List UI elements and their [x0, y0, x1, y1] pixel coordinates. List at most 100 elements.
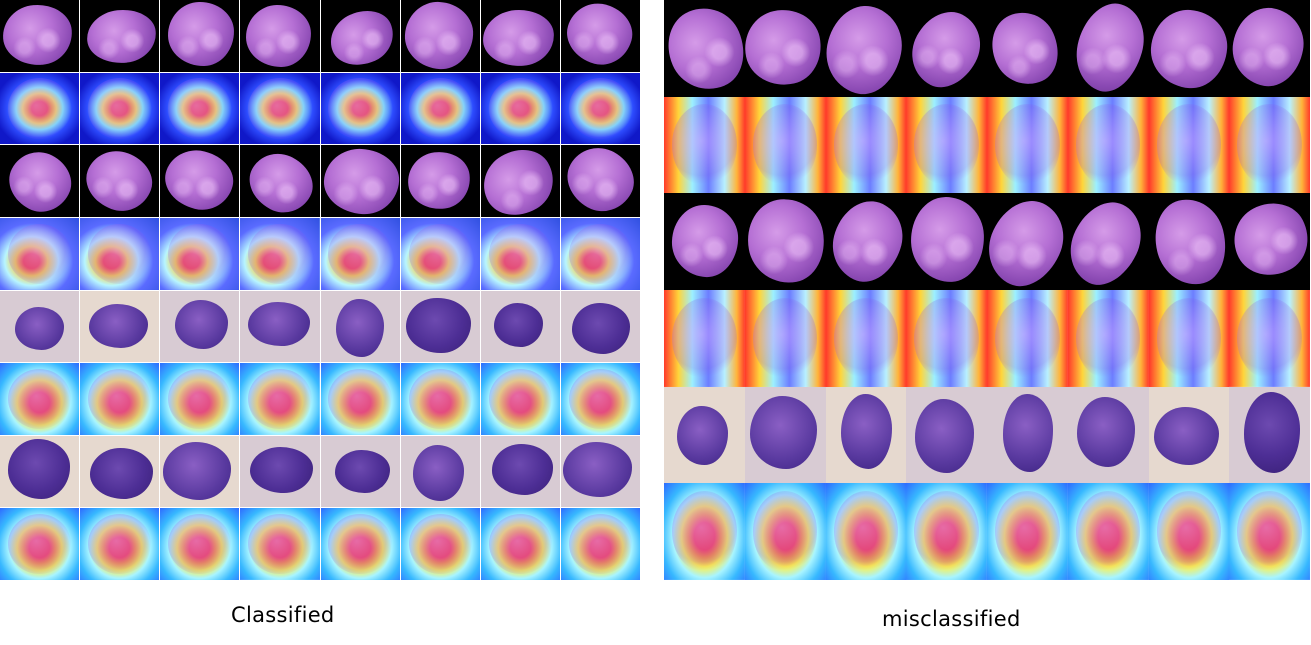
cell-shape — [1153, 406, 1220, 466]
cell-shape — [335, 449, 391, 494]
cell-overlay — [833, 491, 899, 573]
heatmap-tile — [664, 96, 745, 194]
cell-shape — [88, 304, 148, 349]
cell-image-tile — [160, 0, 240, 72]
heatmap-tile — [744, 289, 826, 387]
heatmap-tile — [320, 508, 400, 580]
stained-cell-tile — [240, 290, 320, 363]
heatmap-tile — [825, 289, 907, 387]
cell-image-tile — [80, 145, 160, 217]
cell-shape — [335, 298, 384, 357]
cell-shape — [915, 399, 975, 473]
cell-shape — [1002, 393, 1054, 472]
cell-shape — [480, 145, 560, 217]
cell-shape — [750, 395, 818, 469]
stained-cell-tile — [1229, 386, 1310, 484]
cell-shape — [677, 406, 728, 465]
stained-cell-tile — [80, 290, 160, 363]
cell-overlay — [568, 78, 633, 139]
heatmap-tile — [987, 96, 1068, 194]
heatmap-tile — [0, 217, 80, 290]
heatmap-tile — [560, 72, 640, 145]
heatmap-tile — [320, 217, 400, 290]
cell-image-tile — [1067, 0, 1149, 97]
cell-overlay — [568, 223, 633, 284]
stained-cell-tile — [400, 290, 480, 363]
cell-image-tile — [160, 145, 240, 217]
cell-overlay — [1237, 104, 1302, 186]
cell-overlay — [1237, 491, 1302, 573]
cell-shape — [987, 1, 1068, 95]
cell-image-tile — [906, 0, 987, 97]
cell-overlay — [328, 368, 392, 430]
cell-overlay — [1156, 297, 1222, 379]
heatmap-tile — [80, 217, 160, 290]
cell-shape — [1229, 193, 1310, 288]
cell-overlay — [168, 368, 232, 430]
cell-overlay — [7, 514, 72, 575]
cell-shape — [1067, 193, 1149, 290]
heatmap-tile — [400, 72, 480, 145]
cell-shape — [1243, 392, 1301, 473]
stained-cell-tile — [1148, 386, 1230, 484]
cell-shape — [89, 447, 153, 499]
cell-overlay — [408, 368, 472, 430]
cell-image-tile — [560, 0, 640, 72]
cell-image-tile — [0, 0, 80, 72]
stained-cell-tile — [400, 435, 480, 508]
cell-image-tile — [1229, 0, 1310, 97]
cell-overlay — [1237, 297, 1302, 379]
stained-cell-tile — [0, 435, 80, 508]
cell-image-tile — [825, 0, 907, 97]
stained-cell-tile — [1067, 386, 1149, 484]
stained-cell-tile — [664, 386, 745, 484]
stained-cell-tile — [744, 386, 826, 484]
heatmap-tile — [664, 483, 745, 580]
cell-image-tile — [744, 193, 826, 290]
cell-shape — [412, 444, 465, 501]
heatmap-tile — [906, 289, 987, 387]
heatmap-tile — [560, 217, 640, 290]
heatmap-tile — [320, 72, 400, 145]
cell-shape — [1148, 7, 1230, 91]
heatmap-tile — [560, 363, 640, 435]
stained-cell-tile — [320, 435, 400, 508]
cell-image-tile — [400, 0, 480, 72]
cell-image-tile — [320, 145, 400, 217]
heatmap-tile — [160, 72, 240, 145]
cell-overlay — [248, 514, 312, 575]
cell-image-tile — [240, 0, 320, 72]
cell-image-tile — [400, 145, 480, 217]
cell-shape — [1229, 2, 1310, 92]
stained-cell-tile — [480, 290, 560, 363]
cell-shape — [1067, 0, 1149, 97]
cell-shape — [405, 147, 474, 212]
cell-overlay — [328, 223, 392, 284]
heatmap-tile — [1067, 96, 1149, 194]
cell-image-tile — [1148, 0, 1230, 97]
cell-image-tile — [1229, 193, 1310, 290]
heatmap-tile — [0, 72, 80, 145]
cell-shape — [1148, 193, 1230, 290]
cell-shape — [906, 0, 987, 97]
cell-overlay — [88, 514, 152, 575]
cell-shape — [664, 0, 745, 97]
heatmap-tile — [1148, 289, 1230, 387]
cell-shape — [560, 145, 640, 217]
cell-image-tile — [664, 0, 745, 97]
cell-image-tile — [80, 0, 160, 72]
heatmap-tile — [744, 96, 826, 194]
misclassified-image-grid — [664, 0, 1310, 580]
cell-image-tile — [1067, 193, 1149, 290]
cell-image-tile — [825, 193, 907, 290]
cell-shape — [671, 204, 741, 279]
cell-overlay — [248, 78, 312, 139]
cell-shape — [1, 2, 75, 68]
cell-overlay — [488, 514, 552, 575]
heatmap-tile — [320, 363, 400, 435]
cell-shape — [322, 1, 400, 72]
cell-overlay — [408, 78, 472, 139]
stained-cell-tile — [987, 386, 1068, 484]
heatmap-tile — [664, 289, 745, 387]
cell-image-tile — [987, 193, 1068, 290]
